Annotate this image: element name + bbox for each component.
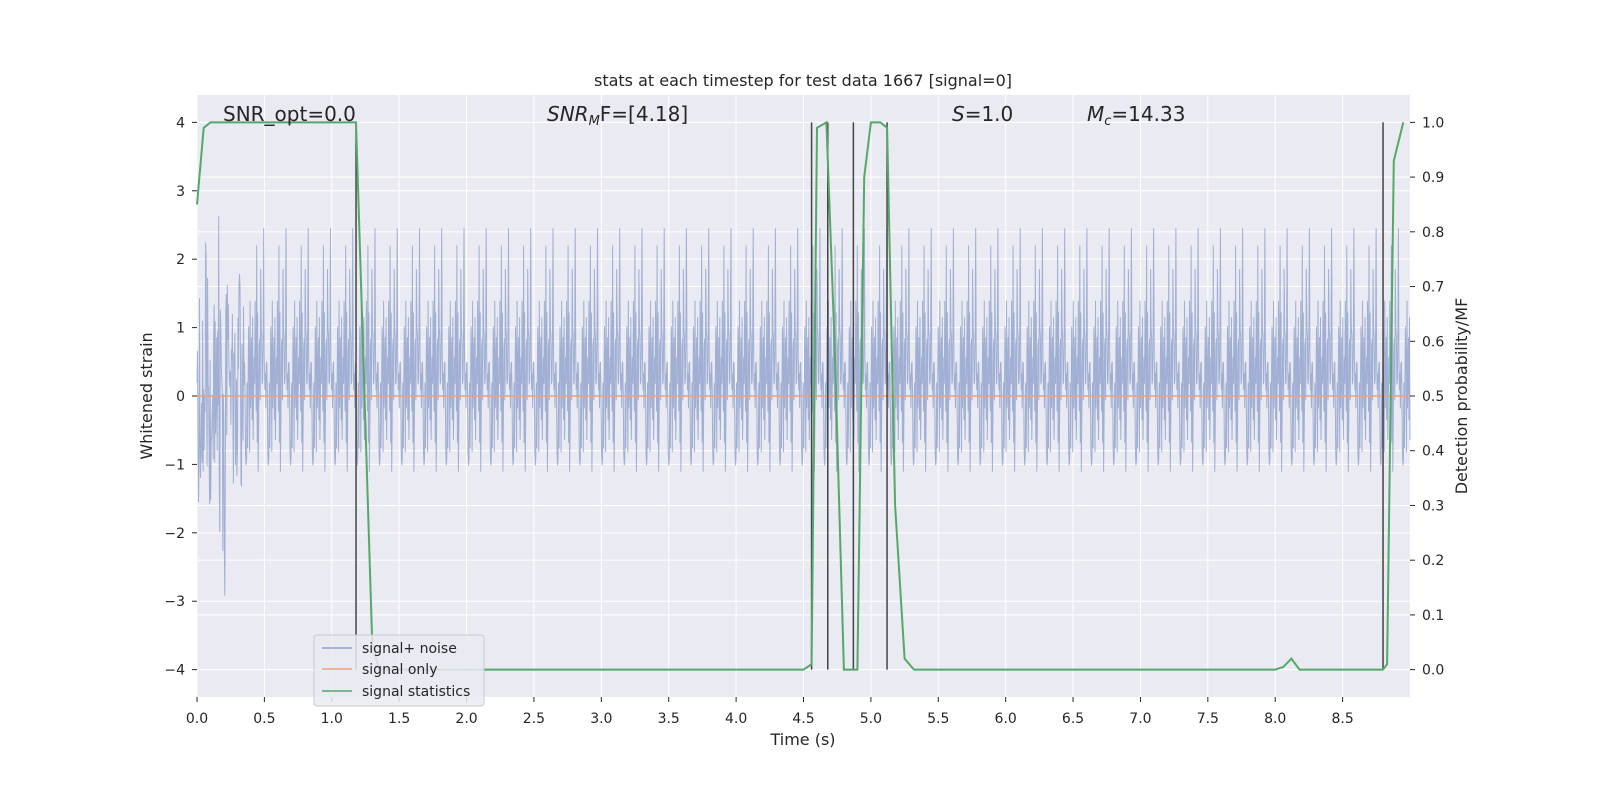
s-symbol: S — [952, 102, 965, 126]
y-tick-label: 3 — [176, 184, 185, 200]
legend-label-stats: signal statistics — [362, 684, 470, 700]
y-right-tick-label: 0.8 — [1422, 225, 1444, 241]
snr-mf-value: F=[4.18] — [600, 102, 688, 126]
x-axis-label: Time (s) — [769, 730, 835, 749]
x-tick-label: 2.0 — [455, 711, 477, 727]
x-tick-label: 2.5 — [523, 711, 545, 727]
y-right-tick-label: 0.5 — [1422, 389, 1444, 405]
y-axis-label: Whitened strain — [137, 332, 156, 459]
annotation-s: S=1.0 — [952, 102, 1013, 126]
y-tick-label: −4 — [164, 663, 185, 679]
x-tick-label: 4.5 — [792, 711, 814, 727]
y-right-tick-label: 0.6 — [1422, 334, 1444, 350]
x-tick-label: 8.5 — [1331, 711, 1353, 727]
y-axis-ticks: −4 −3 −2 −1 0 1 2 3 4 — [164, 115, 197, 679]
y-tick-label: 0 — [176, 389, 185, 405]
y-tick-label: 1 — [176, 321, 185, 337]
annotation-snr-mf: SNRMF=[4.18] — [547, 102, 688, 129]
y-tick-label: 4 — [176, 115, 185, 131]
x-tick-label: 5.0 — [860, 711, 882, 727]
y-right-tick-label: 0.7 — [1422, 280, 1444, 296]
x-tick-label: 6.0 — [995, 711, 1017, 727]
y-right-tick-label: 0.4 — [1422, 444, 1444, 460]
y-right-tick-label: 0.9 — [1422, 170, 1444, 186]
mc-subscript: c — [1104, 114, 1111, 129]
signal-statistics-series — [196, 120, 1405, 671]
x-tick-label: 8.0 — [1264, 711, 1286, 727]
legend-label-noise: signal+ noise — [362, 641, 457, 657]
x-tick-label: 7.0 — [1129, 711, 1151, 727]
y-tick-label: −3 — [164, 594, 185, 610]
signal-statistics-line — [196, 120, 1405, 671]
x-tick-label: 6.5 — [1062, 711, 1084, 727]
y-tick-label: −2 — [164, 526, 185, 542]
y-tick-label: −1 — [164, 457, 185, 473]
s-value: =1.0 — [965, 102, 1014, 126]
x-tick-label: 7.5 — [1197, 711, 1219, 727]
snr-mf-symbol: SNR — [547, 102, 589, 126]
chart-title: stats at each timestep for test data 166… — [594, 71, 1012, 90]
y-right-tick-label: 0.2 — [1422, 553, 1444, 569]
legend-box — [313, 634, 485, 707]
mc-symbol: M — [1087, 102, 1104, 126]
x-tick-label: 4.0 — [725, 711, 747, 727]
annotation-mc: Mc=14.33 — [1087, 102, 1185, 129]
y-right-axis-label: Detection probability/MF — [1452, 298, 1471, 495]
y-right-tick-label: 1.0 — [1422, 115, 1444, 131]
x-tick-label: 3.5 — [658, 711, 680, 727]
x-tick-label: 0.5 — [253, 711, 275, 727]
legend: signal+ noise signal only signal statist… — [313, 634, 485, 707]
y-tick-label: 2 — [176, 252, 185, 268]
y-right-tick-label: 0.3 — [1422, 498, 1444, 514]
signal-noise-series — [196, 215, 1411, 596]
x-tick-label: 1.5 — [388, 711, 410, 727]
x-axis-ticks: 0.0 0.5 1.0 1.5 2.0 2.5 3.0 3.5 4.0 4.5 5.0 5.5 6.0 6… — [186, 697, 1354, 727]
mc-value: =14.33 — [1111, 102, 1185, 126]
x-tick-label: 0.0 — [186, 711, 208, 727]
x-tick-label: 5.5 — [927, 711, 949, 727]
x-tick-label: 3.0 — [590, 711, 612, 727]
noise-line — [196, 215, 1411, 596]
x-tick-label: 1.0 — [321, 711, 343, 727]
annotation-snr-opt: SNR_opt=0.0 — [223, 102, 356, 126]
legend-label-signal: signal only — [362, 662, 437, 678]
snr-mf-subscript: M — [589, 114, 600, 129]
y-right-tick-label: 0.1 — [1422, 608, 1444, 624]
y-right-axis-ticks: 0.0 0.1 0.2 0.3 0.4 0.5 0.6 0.7 0.8 0.9 1.0 — [1410, 115, 1444, 679]
y-right-tick-label: 0.0 — [1422, 663, 1444, 679]
